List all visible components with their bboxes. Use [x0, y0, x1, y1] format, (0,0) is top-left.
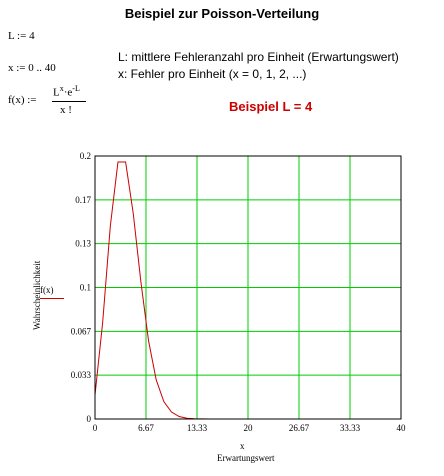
- fraction-bar: [52, 101, 86, 102]
- plot-frame: [94, 155, 402, 420]
- x-axis-ticks: 0 6.67 13.33 20 26.67 33.33 40: [93, 423, 406, 433]
- x-tick-label: 20: [244, 423, 254, 433]
- x-tick-label: 0: [93, 423, 98, 433]
- y-tick-label: 0.13: [75, 239, 91, 249]
- definition-x-range: x := 0 .. 40: [8, 62, 56, 74]
- f-num-exp1: x: [59, 84, 64, 93]
- f-num-e: ·e: [63, 86, 73, 99]
- f-lhs: f(x) :=: [8, 94, 37, 106]
- f-num-exp2: -L: [72, 84, 80, 93]
- y-axis-label: Wahrscheinlichkeit: [32, 260, 42, 330]
- x-axis-label: x: [240, 441, 245, 451]
- x-tick-label: 26.67: [289, 423, 310, 433]
- f-num-base: L: [53, 86, 60, 99]
- x-tick-label: 40: [397, 423, 407, 433]
- y-tick-label: 0.067: [71, 326, 92, 336]
- f-numerator: Lx·e-L: [53, 84, 80, 99]
- legend-label: f(x): [40, 285, 54, 295]
- page-title: Beispiel zur Poisson-Verteilung: [124, 6, 320, 21]
- f-denominator: x !: [60, 104, 72, 116]
- y-tick-label: 0.2: [80, 151, 91, 161]
- y-axis-ticks: 0 0.033 0.067 0.1 0.13 0.17 0.2: [71, 151, 92, 424]
- y-tick-label: 0.17: [75, 195, 91, 205]
- definition-L: L := 4: [8, 30, 35, 42]
- description-L: L: mittlere Fehleranzahl pro Einheit (Er…: [118, 50, 399, 64]
- description-x: x: Fehler pro Einheit (x = 0, 1, 2, ...): [118, 67, 307, 81]
- x-axis-sublabel: Erwartungswert: [217, 453, 275, 463]
- x-tick-label: 33.33: [340, 423, 361, 433]
- y-tick-label: 0.1: [80, 283, 91, 293]
- y-tick-label: 0.033: [71, 370, 92, 380]
- example-label: Beispiel L = 4: [229, 99, 313, 114]
- y-tick-label: 0: [87, 414, 92, 424]
- x-tick-label: 13.33: [187, 423, 208, 433]
- legend-line: [40, 298, 64, 299]
- chart-grid: [95, 156, 401, 419]
- x-tick-label: 6.67: [138, 423, 154, 433]
